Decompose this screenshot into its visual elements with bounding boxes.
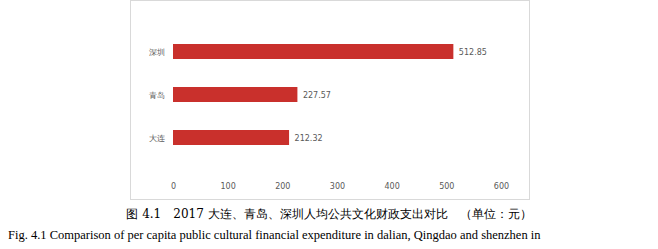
svg-text:512.85: 512.85 bbox=[459, 48, 487, 57]
svg-text:0: 0 bbox=[171, 182, 176, 191]
svg-text:200: 200 bbox=[275, 182, 290, 191]
svg-text:深圳: 深圳 bbox=[149, 48, 165, 57]
svg-text:227.57: 227.57 bbox=[303, 91, 331, 100]
svg-text:100: 100 bbox=[221, 182, 236, 191]
svg-text:300: 300 bbox=[330, 182, 345, 191]
html-text:Fig. 4.1 Comparison of per cap: Fig. 4.1 Comparison of per capita public… bbox=[8, 228, 541, 242]
svg-text:大连: 大连 bbox=[149, 134, 165, 143]
svg-text:600: 600 bbox=[494, 182, 509, 191]
svg-text:500: 500 bbox=[439, 182, 454, 191]
html-text:图 4.1 2017 大连、青岛、深圳人均公共文化财政支出对: 图 4.1 2017 大连、青岛、深圳人均公共文化财政支出对比 （单位：元） bbox=[126, 207, 532, 221]
svg-text:400: 400 bbox=[385, 182, 400, 191]
svg-text:青岛: 青岛 bbox=[149, 91, 165, 100]
svg-text:212.32: 212.32 bbox=[295, 134, 323, 143]
